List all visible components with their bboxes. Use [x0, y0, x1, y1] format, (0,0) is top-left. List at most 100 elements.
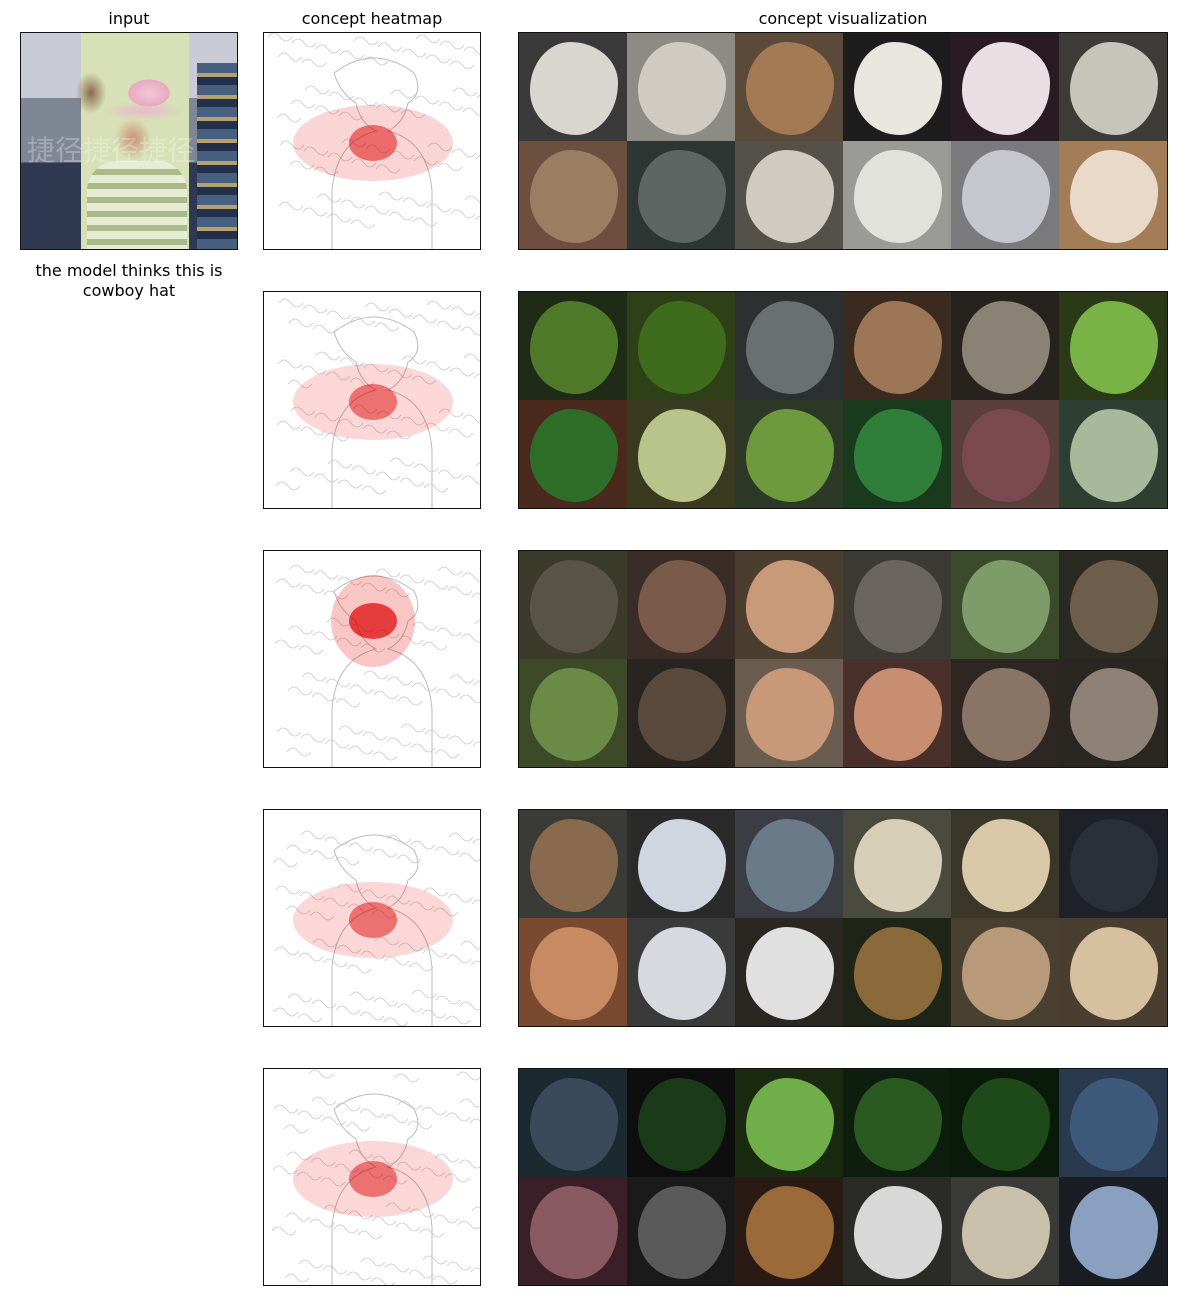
edge-stroke: [421, 1106, 447, 1116]
edge-stroke: [276, 727, 302, 737]
edge-stroke: [345, 1122, 371, 1132]
edge-stroke: [297, 1110, 323, 1120]
edge-stroke: [446, 954, 472, 964]
edge-stroke: [448, 428, 474, 438]
edge-stroke: [459, 1001, 480, 1011]
edge-stroke: [349, 377, 375, 387]
edge-stroke: [289, 564, 315, 574]
concept-example-tile: [735, 33, 843, 141]
heatmap-column-title: concept heatmap: [301, 9, 443, 28]
concept-region: [745, 559, 835, 653]
concept-example-tile: [627, 659, 735, 767]
concept-example-tile: [735, 292, 843, 400]
concept-example-tile: [627, 1069, 735, 1177]
concept-visualization-2: [518, 291, 1168, 509]
edge-stroke: [312, 324, 338, 334]
concept-region: [529, 408, 619, 502]
edge-stroke: [301, 672, 327, 682]
concept-example-tile: [519, 400, 627, 508]
edge-stroke: [474, 312, 480, 318]
edge-stroke: [421, 1009, 447, 1019]
concept-region: [745, 1077, 835, 1171]
edge-stroke: [301, 58, 327, 68]
edge-stroke: [410, 840, 436, 850]
edge-stroke: [423, 887, 449, 897]
edge-stroke: [411, 682, 437, 692]
edge-stroke: [436, 320, 462, 330]
edge-stroke: [320, 1177, 346, 1187]
edge-stroke: [463, 46, 480, 55]
edge-stroke: [437, 566, 463, 576]
edge-stroke: [464, 195, 480, 204]
edge-stroke: [458, 852, 480, 862]
edge-stroke: [375, 471, 401, 481]
edge-stroke: [439, 40, 465, 50]
edge-stroke: [300, 733, 326, 743]
edge-stroke: [423, 580, 449, 590]
edge-stroke: [397, 1003, 423, 1013]
edge-stroke: [310, 850, 336, 860]
edge-stroke: [399, 574, 425, 584]
concept-region: [853, 41, 943, 135]
concept-region: [853, 1077, 943, 1171]
edge-stroke: [309, 1218, 335, 1228]
concept-example-tile: [951, 1177, 1059, 1285]
concept-region: [529, 1077, 619, 1171]
edge-stroke: [435, 995, 461, 1005]
edge-stroke: [300, 830, 326, 840]
edge-stroke: [272, 858, 298, 868]
concept-example-tile: [519, 292, 627, 400]
edge-stroke: [273, 1007, 299, 1017]
concept-example-tile: [843, 810, 951, 918]
edge-stroke: [316, 193, 342, 203]
concept-region: [853, 559, 943, 653]
edge-stroke: [450, 306, 476, 316]
concept-region: [637, 1077, 727, 1171]
edge-stroke: [363, 670, 389, 680]
concept-region: [853, 408, 943, 502]
edge-stroke: [271, 1226, 297, 1236]
concept-region: [961, 667, 1051, 761]
edge-stroke: [298, 952, 324, 962]
edge-stroke: [462, 414, 480, 424]
edge-stroke: [475, 462, 480, 467]
concept-region: [853, 300, 943, 394]
concept-example-tile: [1059, 810, 1167, 918]
edge-stroke: [426, 300, 452, 310]
edge-stroke: [339, 357, 365, 367]
edge-stroke: [279, 140, 305, 150]
edge-stroke: [450, 209, 476, 219]
edge-stroke: [395, 1222, 421, 1232]
concept-region: [637, 926, 727, 1020]
edge-stroke: [315, 351, 341, 361]
edge-stroke: [310, 1157, 336, 1167]
concept-example-tile: [627, 141, 735, 249]
edge-stroke: [401, 48, 427, 58]
edge-stroke: [348, 842, 374, 852]
edge-stroke: [388, 308, 414, 318]
concept-region: [853, 1185, 943, 1279]
edge-stroke: [402, 197, 428, 207]
edge-stroke: [459, 1098, 480, 1108]
edge-stroke: [272, 1165, 298, 1175]
edge-stroke: [412, 621, 438, 631]
edge-stroke: [449, 367, 475, 377]
edge-stroke: [363, 56, 389, 66]
edge-stroke: [267, 33, 293, 42]
concept-example-tile: [627, 292, 735, 400]
edge-stroke: [374, 936, 400, 946]
edge-stroke: [364, 302, 390, 312]
edge-stroke: [286, 747, 312, 757]
concept-example-tile: [519, 141, 627, 249]
heatmap-drawing: [267, 33, 480, 249]
concept-region: [853, 926, 943, 1020]
edge-stroke: [401, 355, 427, 365]
concept-region: [637, 818, 727, 912]
edge-stroke: [387, 676, 413, 686]
edge-stroke: [451, 148, 477, 158]
concept-example-tile: [951, 918, 1059, 1026]
edge-stroke: [456, 1071, 480, 1081]
concept-example-tile: [951, 33, 1059, 141]
edge-stroke: [400, 416, 426, 426]
edge-stroke: [290, 406, 316, 416]
